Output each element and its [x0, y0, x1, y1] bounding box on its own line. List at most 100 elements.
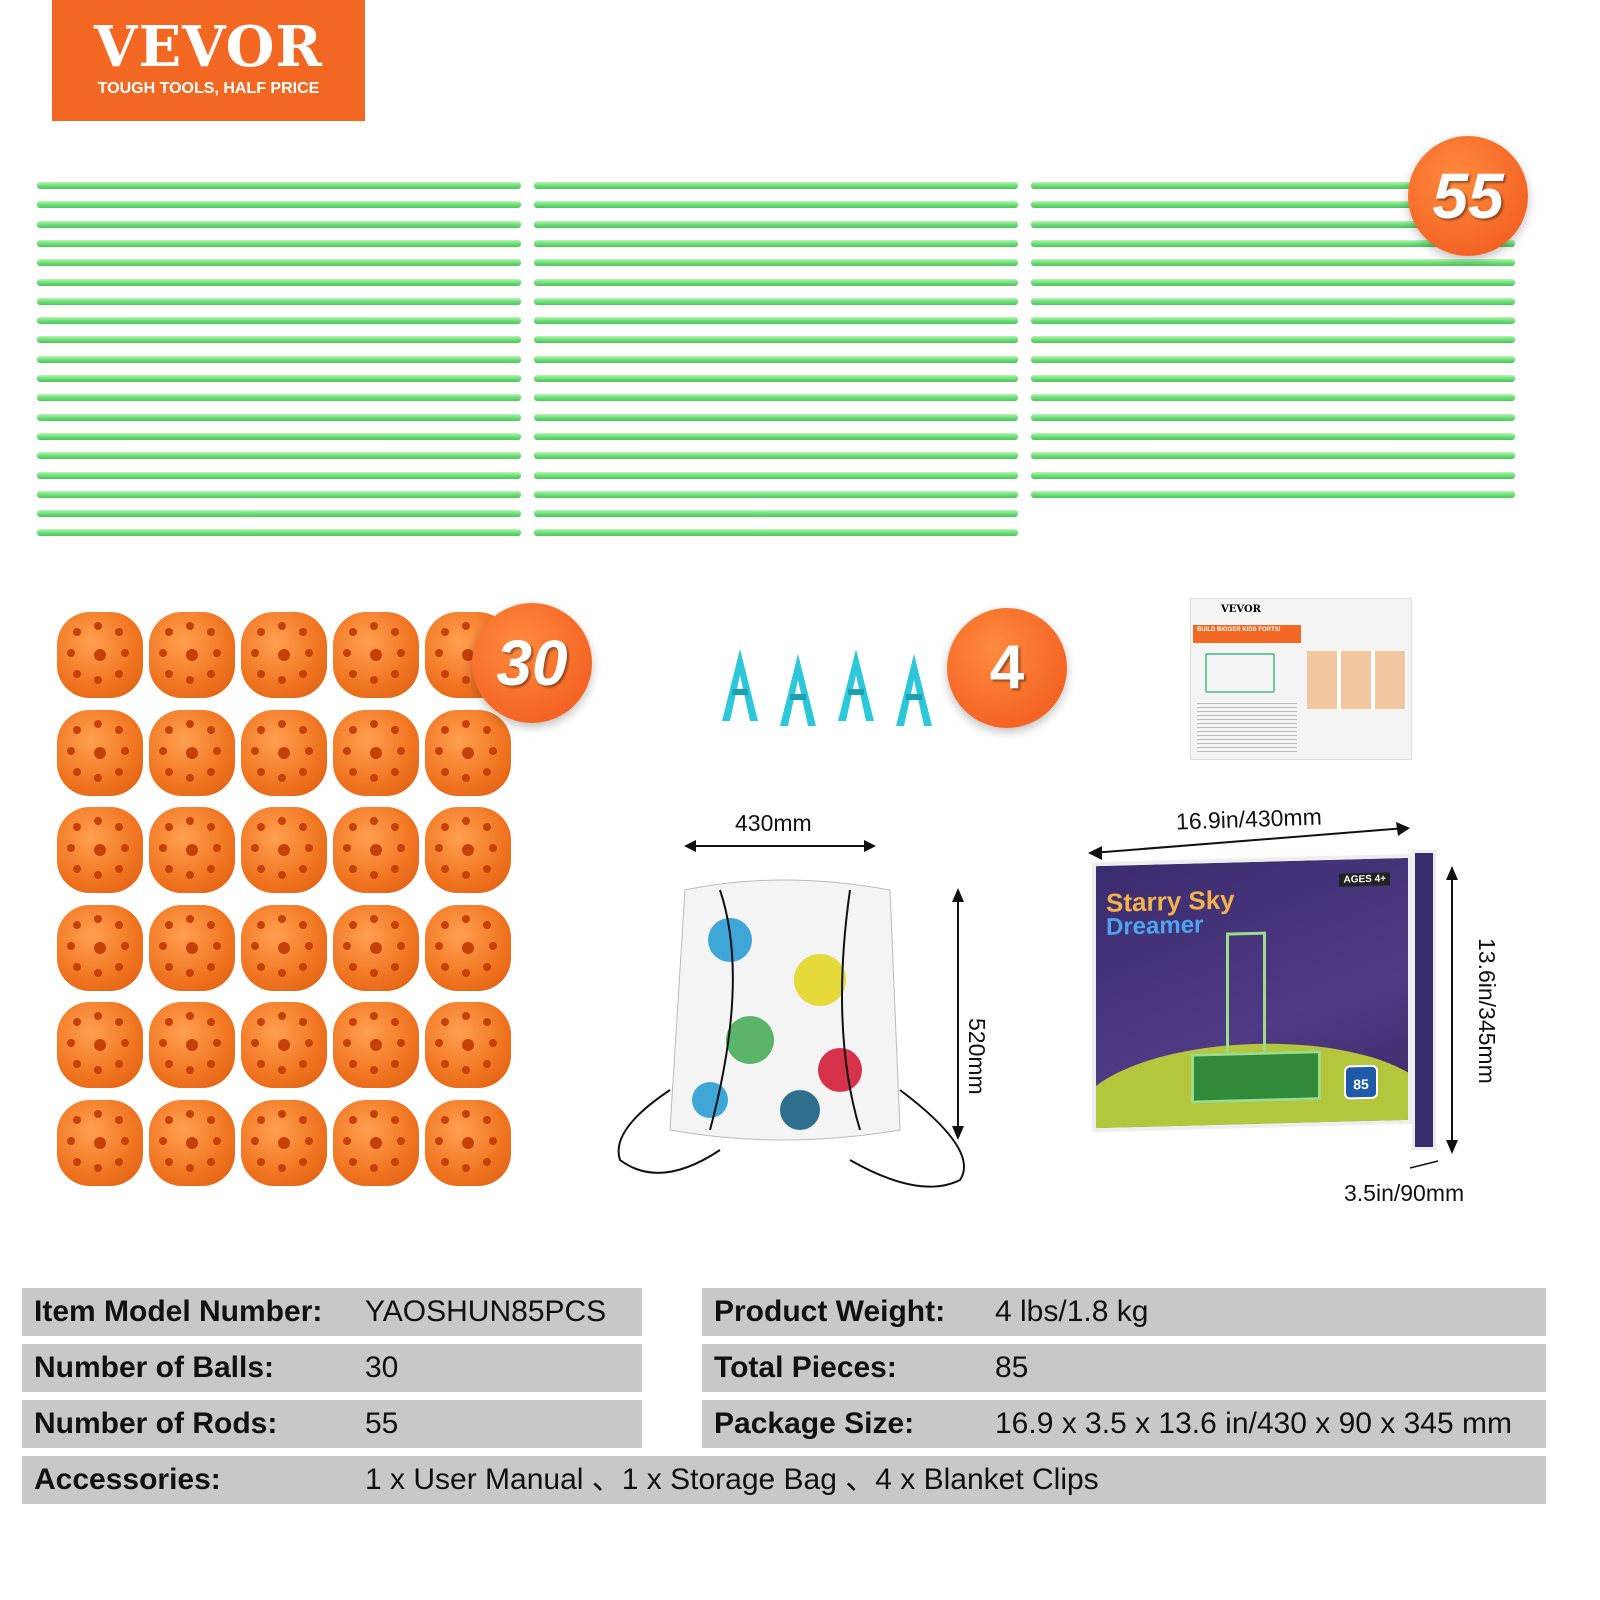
rod	[534, 297, 1018, 305]
box-title-line2: Dreamer	[1106, 911, 1204, 941]
rod	[1031, 355, 1515, 363]
rod	[534, 432, 1018, 440]
connector-ball	[425, 709, 511, 796]
spec-row: Accessories: 1 x User Manual 、1 x Storage…	[22, 1456, 1546, 1504]
connector-ball	[425, 904, 511, 991]
rod	[1031, 278, 1515, 286]
rod	[534, 510, 1018, 518]
connector-ball	[333, 709, 419, 796]
connector-ball	[149, 904, 235, 991]
rod	[1031, 336, 1515, 344]
rod	[37, 490, 521, 498]
connector-ball	[333, 904, 419, 991]
connector-ball	[241, 612, 327, 698]
storage-bag	[617, 840, 965, 1188]
connector-ball	[57, 807, 143, 893]
spec-value: 55	[365, 1407, 399, 1440]
rod	[534, 394, 1018, 402]
spec-row: Item Model Number: YAOSHUN85PCS	[22, 1288, 642, 1336]
spec-value: 1 x User Manual 、1 x Storage Bag 、4 x Bl…	[365, 1463, 1099, 1496]
box-height-label: 13.6in/345mm	[1474, 938, 1500, 1084]
rod	[37, 375, 521, 382]
logo-tagline: TOUGH TOOLS, HALF PRICE	[97, 80, 320, 97]
rod	[1031, 394, 1515, 402]
spec-label: Total Pieces:	[714, 1351, 897, 1384]
rod	[1031, 432, 1515, 440]
rod	[37, 259, 521, 267]
rod	[37, 471, 521, 479]
connector-ball	[333, 1099, 419, 1186]
connector-ball	[241, 709, 327, 796]
rod	[1031, 182, 1515, 189]
rod	[1031, 259, 1515, 267]
rod	[1031, 413, 1515, 421]
connector-ball	[425, 1099, 511, 1186]
spec-value: YAOSHUN85PCS	[365, 1295, 607, 1328]
spec-label: Item Model Number:	[34, 1295, 323, 1328]
rod	[1031, 490, 1515, 498]
rod	[37, 317, 521, 325]
rod	[534, 201, 1018, 209]
rod	[534, 220, 1018, 228]
spec-label: Number of Balls:	[34, 1351, 275, 1384]
rod	[1031, 317, 1515, 325]
blanket-clip	[896, 654, 932, 726]
bag-height-label: 520mm	[964, 1018, 990, 1095]
spec-label: Package Size:	[714, 1407, 915, 1440]
spec-row: Product Weight: 4 lbs/1.8 kg	[702, 1288, 1546, 1336]
box-side	[1412, 850, 1436, 1150]
package-box: Starry Sky Dreamer AGES 4+ 85	[1092, 853, 1412, 1133]
rod	[37, 278, 521, 286]
connector-ball	[425, 807, 511, 893]
rod	[534, 452, 1018, 460]
rod	[37, 239, 521, 247]
connector-ball	[57, 1002, 143, 1088]
connector-ball	[425, 1002, 511, 1088]
balls-count-badge: 30	[472, 603, 592, 723]
rod	[534, 336, 1018, 344]
box-ages: AGES 4+	[1339, 872, 1390, 887]
spec-label: Number of Rods:	[34, 1407, 278, 1440]
spec-label: Product Weight:	[714, 1295, 946, 1328]
rod	[37, 201, 521, 209]
blanket-clip	[838, 649, 874, 721]
connector-ball	[333, 807, 419, 893]
connector-ball	[241, 1099, 327, 1186]
clips-count-badge: 4	[947, 608, 1067, 728]
vevor-logo: VEVOR TOUGH TOOLS, HALF PRICE	[52, 0, 365, 121]
rod	[1031, 452, 1515, 460]
rod	[534, 529, 1018, 537]
connector-ball	[149, 807, 235, 893]
spec-value: 30	[365, 1351, 399, 1384]
spec-row: Number of Rods: 55	[22, 1400, 642, 1448]
connector-ball	[57, 1099, 143, 1186]
rod	[37, 394, 521, 402]
rod	[37, 413, 521, 421]
rod	[37, 510, 521, 518]
box-pieces-badge: 85	[1344, 1064, 1378, 1100]
spec-value: 85	[995, 1351, 1029, 1384]
rod	[534, 490, 1018, 498]
rod	[534, 375, 1018, 382]
connector-ball	[149, 1099, 235, 1186]
connector-ball	[241, 904, 327, 991]
blanket-clip	[780, 654, 816, 726]
rod	[534, 413, 1018, 421]
rod	[1031, 239, 1515, 247]
rod	[1031, 471, 1515, 479]
connector-ball	[149, 612, 235, 698]
rods-count-badge: 55	[1408, 136, 1528, 256]
connector-ball	[149, 1002, 235, 1088]
connector-ball	[149, 709, 235, 796]
rod	[37, 297, 521, 305]
rod	[37, 432, 521, 440]
rod	[534, 182, 1018, 189]
connector-ball	[241, 807, 327, 893]
connector-ball	[57, 904, 143, 991]
manual-brand: VEVOR	[1221, 604, 1261, 615]
rod	[534, 317, 1018, 325]
rod	[37, 220, 521, 228]
bag-width-label: 430mm	[735, 810, 812, 836]
rod	[37, 355, 521, 363]
rod	[534, 278, 1018, 286]
